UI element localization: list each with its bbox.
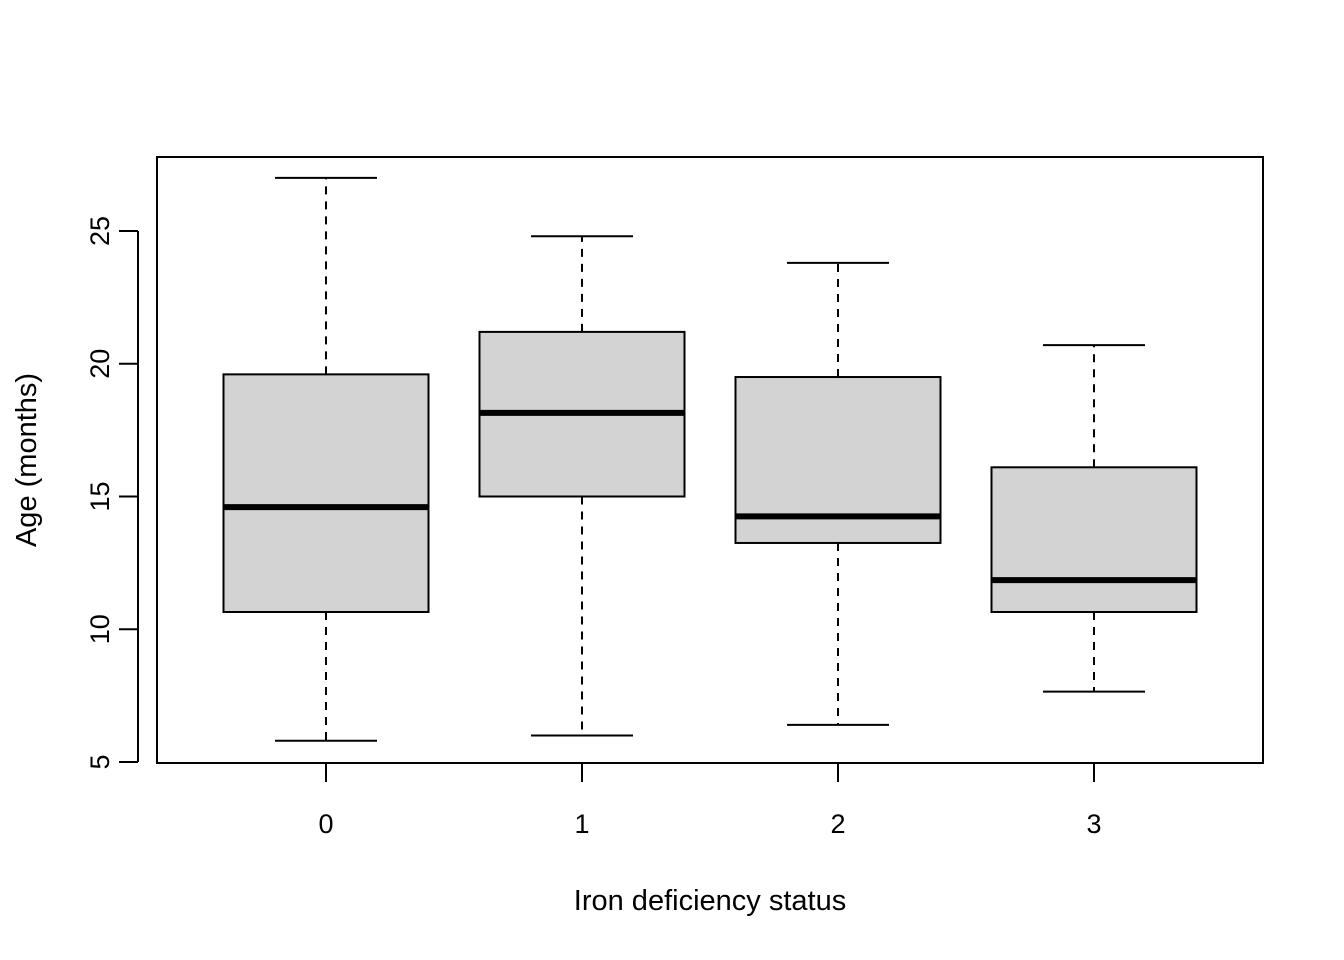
x-tick-label: 3 [1086, 809, 1101, 839]
box-group-2 [734, 261, 942, 726]
iqr-box [990, 466, 1198, 613]
box-group-1 [478, 235, 686, 737]
x-axis: 0 1 2 3 [318, 763, 1102, 839]
x-tick-label: 0 [318, 809, 333, 839]
y-tick-label: 20 [85, 349, 115, 379]
y-tick-label: 15 [85, 481, 115, 511]
plot-frame [156, 156, 1264, 764]
x-tick-label: 1 [574, 809, 589, 839]
y-tick-label: 25 [85, 216, 115, 246]
boxes-layer [222, 176, 1198, 742]
y-axis: 5 10 15 20 25 [85, 216, 139, 770]
iqr-box [222, 373, 430, 613]
box-group-0 [222, 176, 430, 742]
y-tick-label: 10 [85, 614, 115, 644]
y-axis-title: Age (months) [11, 373, 43, 547]
box-group-3 [990, 344, 1198, 693]
y-tick-label: 5 [85, 754, 115, 769]
x-tick-label: 2 [830, 809, 845, 839]
x-axis-title: Iron deficiency status [574, 885, 846, 917]
